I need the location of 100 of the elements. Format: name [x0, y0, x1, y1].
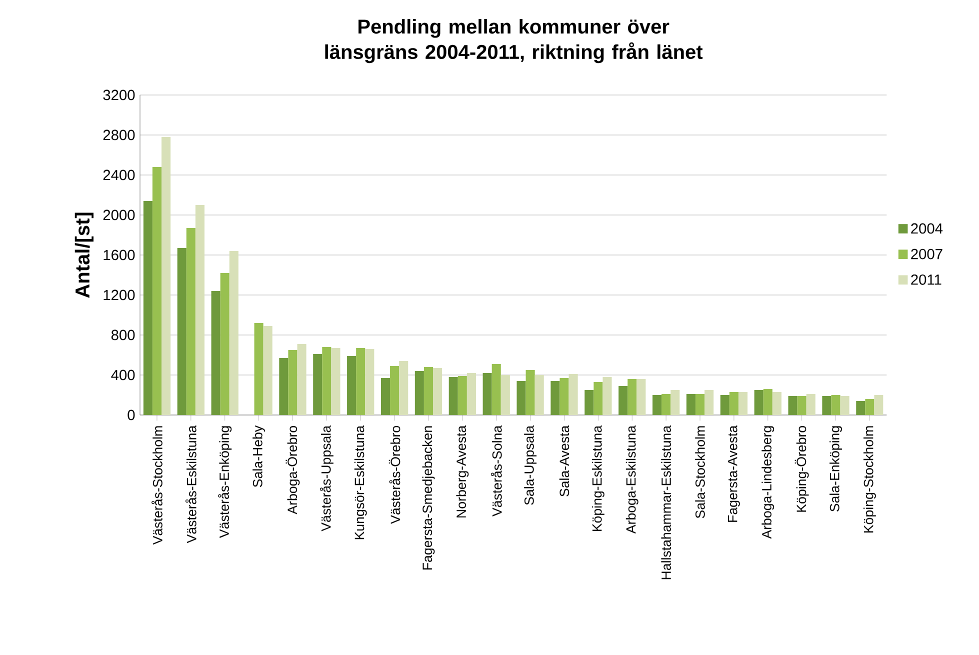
bar	[390, 366, 400, 415]
bar	[856, 400, 866, 415]
x-tick-label: Sala-Stockholm	[695, 426, 705, 518]
x-tick-label: Västerås-Solna	[490, 425, 502, 516]
x-tick-label: Sala-Uppsala	[524, 425, 537, 505]
x-tick-label: Köping-Örebro	[794, 426, 809, 512]
x-tick-label: Köping-Stockholm	[863, 426, 876, 533]
x-tick-label: Västerås-Uppsala	[320, 425, 334, 532]
bar	[313, 354, 322, 415]
bar	[568, 374, 578, 415]
x-tick-label: Västerås-Eskilstuna	[185, 425, 196, 544]
bar	[720, 394, 730, 415]
bar	[822, 396, 832, 415]
bar	[152, 166, 162, 415]
legend-label: 2011	[911, 274, 942, 285]
bar	[628, 378, 637, 415]
x-tick-label: Arboga-Lindesberg	[762, 426, 774, 539]
y-tick-label: 2800	[103, 130, 135, 140]
y-tick-label: 3200	[103, 90, 135, 100]
bar	[686, 394, 696, 415]
bar	[458, 376, 467, 415]
bar	[186, 228, 196, 415]
bar	[399, 360, 408, 415]
bar	[662, 394, 671, 415]
bar	[297, 344, 306, 415]
y-tick-label: 800	[111, 330, 135, 340]
bar	[220, 272, 230, 415]
bar	[831, 394, 840, 415]
bar	[772, 392, 782, 415]
bar	[797, 396, 806, 415]
bar	[865, 398, 874, 415]
bar	[550, 380, 560, 415]
bar	[516, 380, 526, 415]
x-tick-label: Arboga-Eskilstuna	[626, 425, 638, 534]
bar	[433, 368, 442, 415]
bar	[356, 348, 366, 415]
bar	[482, 372, 492, 415]
bar	[738, 392, 748, 415]
bar	[584, 390, 594, 415]
bar	[594, 382, 603, 415]
bar	[143, 200, 152, 415]
bar	[560, 378, 569, 415]
y-tick-label: 400	[111, 370, 135, 380]
y-tick-label: 1200	[104, 290, 135, 300]
x-tick-label: Sala-Heby	[252, 425, 265, 488]
x-tick-label: Fagersta-Avesta	[728, 425, 740, 522]
bar	[448, 376, 458, 415]
bar	[424, 366, 434, 415]
x-tick-label: Västerås-Enköping	[218, 426, 232, 538]
legend-label: 2007	[911, 248, 942, 260]
bar	[195, 204, 204, 415]
bar	[211, 290, 220, 415]
bar	[874, 394, 884, 415]
bar	[229, 250, 238, 415]
bar	[534, 374, 544, 415]
bar	[347, 356, 356, 415]
bar	[177, 248, 186, 415]
x-tick-label: Fagersta-Smedjebacken	[422, 426, 435, 570]
x-tick-label: Norberg-Avesta	[456, 425, 469, 518]
bar	[279, 358, 288, 415]
x-tick-label: Kungsör-Eskilstuna	[354, 425, 367, 540]
bar	[670, 390, 680, 415]
y-tick-label: 1600	[104, 250, 135, 260]
x-tick-label: Västerås-Stockholm	[152, 426, 162, 545]
x-tick-label: Sala-Enköping	[830, 426, 842, 512]
x-tick-label: Sala-Avesta	[559, 425, 570, 496]
chart-title: Pendling mellan kommuner över länsgräns 2004-2011, riktning från länet	[325, 19, 703, 64]
bar	[763, 388, 772, 415]
bar	[618, 386, 628, 415]
y-tick-label: 2000	[103, 210, 135, 220]
y-tick-label: 0	[128, 410, 135, 420]
bar	[806, 394, 816, 415]
bar	[322, 346, 332, 415]
bar	[380, 378, 390, 415]
y-axis-title: Antal/[st]	[74, 212, 94, 298]
x-tick-label: Arboga-Örebro	[286, 426, 300, 514]
y-tick-label: 2400	[103, 170, 135, 180]
bar	[788, 396, 798, 415]
bar	[162, 136, 171, 415]
bar	[466, 372, 476, 415]
bar	[695, 394, 705, 415]
bar	[754, 390, 764, 415]
legend-label: 2004	[911, 223, 943, 234]
bar	[331, 348, 340, 415]
bar	[840, 396, 850, 415]
bar	[652, 394, 662, 415]
bar	[254, 322, 264, 415]
bar	[636, 378, 646, 415]
bar	[526, 370, 535, 415]
x-tick-label: Västerås-Örebro	[388, 426, 400, 524]
bar	[602, 376, 612, 415]
bar	[492, 364, 501, 415]
x-tick-label: Hallstahammar-Eskilstuna	[661, 425, 671, 580]
bar	[288, 350, 298, 415]
bar	[263, 326, 272, 415]
bar	[729, 392, 738, 415]
bar	[365, 348, 374, 415]
bar	[500, 374, 510, 415]
x-tick-label: Köping-Eskilstuna	[592, 425, 604, 532]
bar	[704, 390, 714, 415]
